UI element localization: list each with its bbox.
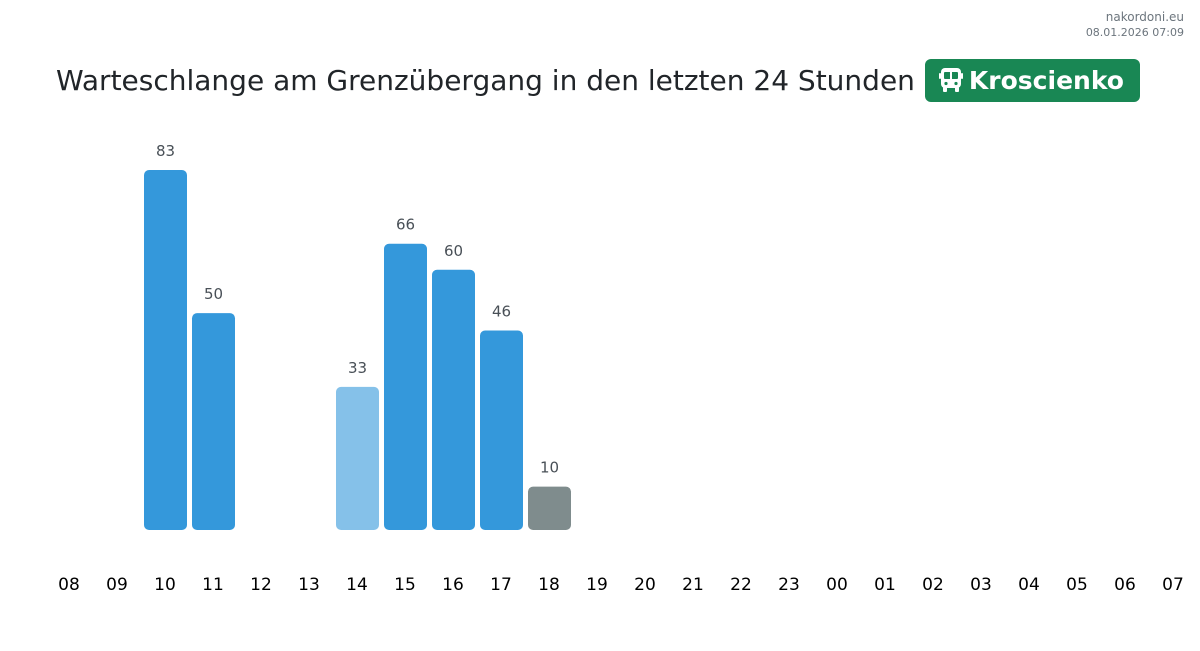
data-label: 33 bbox=[348, 359, 367, 377]
timestamp: 08.01.2026 07:09 bbox=[1085, 26, 1184, 39]
x-tick-label: 07 bbox=[1162, 575, 1184, 595]
x-tick-label: 18 bbox=[538, 575, 560, 595]
data-label: 46 bbox=[492, 302, 511, 320]
chart-header: Warteschlange am Grenzübergang in den le… bbox=[56, 58, 1140, 102]
x-tick-label: 05 bbox=[1066, 575, 1088, 595]
x-tick-label: 14 bbox=[346, 575, 368, 595]
x-tick-label: 15 bbox=[394, 575, 416, 595]
x-tick-label: 00 bbox=[826, 575, 848, 595]
page-title: Warteschlange am Grenzübergang in den le… bbox=[56, 63, 915, 97]
x-tick-label: 04 bbox=[1018, 575, 1040, 595]
data-label: 10 bbox=[540, 459, 559, 477]
x-tick-label: 10 bbox=[154, 575, 176, 595]
x-tick-label: 09 bbox=[106, 575, 128, 595]
meta-info: nakordoni.eu 08.01.2026 07:09 bbox=[1086, 9, 1184, 41]
x-tick-label: 19 bbox=[586, 575, 608, 595]
x-tick-label: 11 bbox=[202, 575, 224, 595]
data-label: 83 bbox=[156, 142, 175, 160]
site-name: nakordoni.eu bbox=[1105, 10, 1184, 24]
x-tick-label: 21 bbox=[682, 575, 704, 595]
x-tick-label: 16 bbox=[442, 575, 464, 595]
x-tick-label: 01 bbox=[874, 575, 896, 595]
data-label: 66 bbox=[396, 216, 415, 234]
data-label: 60 bbox=[444, 242, 463, 260]
x-tick-label: 23 bbox=[778, 575, 800, 595]
crossing-name: Kroscienko bbox=[968, 65, 1124, 95]
x-tick-label: 20 bbox=[634, 575, 656, 595]
x-tick-label: 08 bbox=[58, 575, 80, 595]
x-tick-label: 17 bbox=[490, 575, 512, 595]
bar-18 bbox=[528, 486, 571, 530]
x-tick-label: 03 bbox=[970, 575, 992, 595]
x-tick-label: 02 bbox=[922, 575, 944, 595]
x-tick-label: 13 bbox=[298, 575, 320, 595]
bar-14 bbox=[336, 386, 379, 530]
data-label: 50 bbox=[204, 285, 223, 303]
bus-icon bbox=[938, 68, 963, 92]
x-tick-label: 06 bbox=[1114, 575, 1136, 595]
crossing-badge: Kroscienko bbox=[924, 58, 1140, 102]
bar-16 bbox=[432, 269, 475, 530]
bar-17 bbox=[480, 330, 523, 530]
x-tick-label: 12 bbox=[250, 575, 272, 595]
bar-10 bbox=[144, 170, 187, 530]
bar-11 bbox=[192, 313, 235, 530]
x-tick-label: 22 bbox=[730, 575, 752, 595]
bar-15 bbox=[384, 243, 427, 531]
